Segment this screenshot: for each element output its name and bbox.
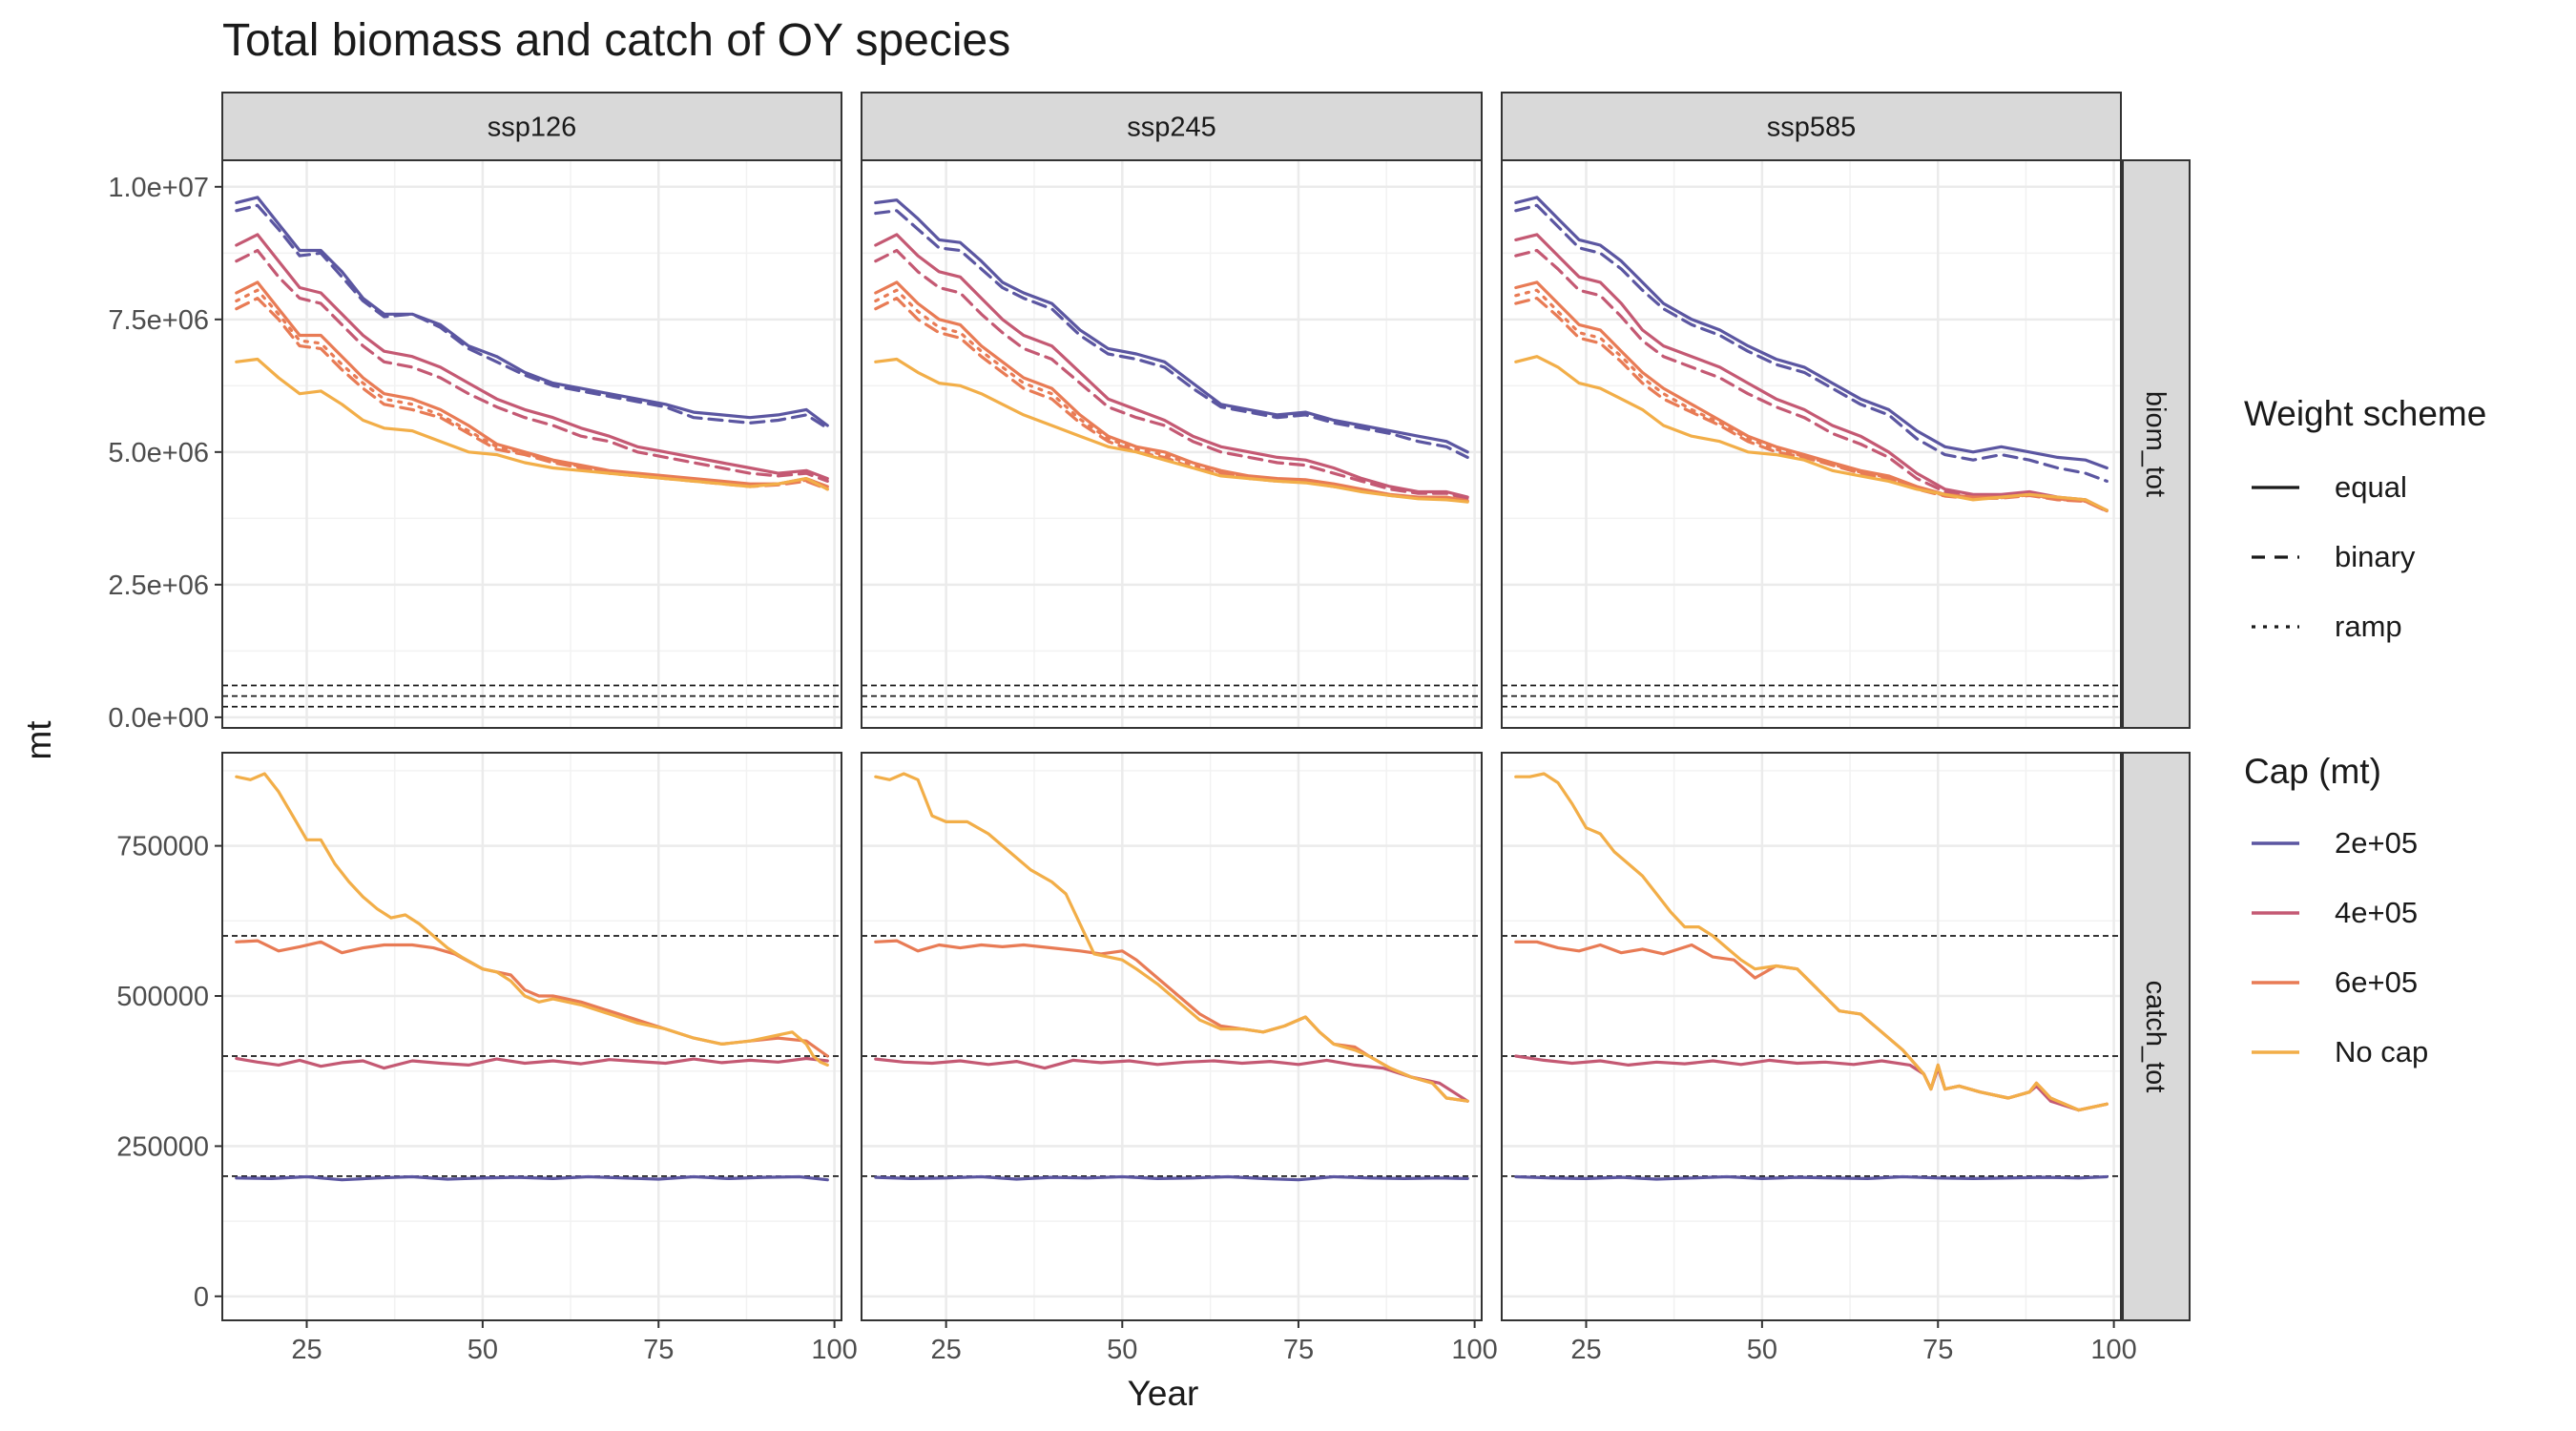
panel-ssp126-catch_tot: 0 250000 500000 750000 25 50 75 100 — [116, 752, 858, 1365]
facet-strip-biom_tot: biom_tot — [2122, 159, 2191, 729]
x-tick-label: 25 — [1570, 1335, 1601, 1365]
series-line-4e-05-equal — [235, 233, 829, 481]
y-tick-label: 750000 — [116, 832, 209, 862]
x-tick-label: 100 — [811, 1335, 857, 1365]
series-line-4e-05-binary — [235, 248, 829, 483]
panel-background — [862, 160, 1482, 728]
series-line-2e-05-binary — [874, 209, 1469, 459]
legend: Weight scheme equal binary ramp Cap (mt) 2e+0… — [2244, 394, 2486, 1068]
x-tick-label: 100 — [2090, 1335, 2136, 1365]
facet-strip-label: ssp126 — [488, 113, 577, 143]
series-line-2e-05-equal — [874, 1174, 1469, 1182]
legend-label-cap: No cap — [2335, 1035, 2428, 1068]
series-line-2e-05-binary — [235, 203, 829, 430]
y-tick-label: 500000 — [116, 982, 209, 1012]
panel-background — [1502, 160, 2121, 728]
series-line-2e-05-equal — [1514, 196, 2109, 470]
y-axis-label: mt — [19, 720, 58, 760]
series-line-4e-05-binary — [1514, 248, 2109, 513]
legend-label-equal: equal — [2335, 470, 2407, 504]
series-line-6e-05-ramp — [235, 288, 829, 490]
series-line-2e-05-equal — [235, 1174, 829, 1182]
y-tick-label: 250000 — [116, 1131, 209, 1162]
legend-title-cap: Cap (mt) — [2244, 752, 2381, 791]
panel-background — [222, 753, 841, 1320]
x-tick-label: 50 — [1747, 1335, 1777, 1365]
panel-ssp245-catch_tot: 25 50 75 100 — [861, 752, 1498, 1365]
series-line-no-cap-equal — [235, 357, 829, 491]
series-line-6e-05-ramp — [1514, 288, 2109, 513]
series-line-4e-05-equal — [874, 233, 1469, 499]
series-line-no-cap-equal — [874, 772, 1469, 1103]
legend-label-cap: 2e+05 — [2335, 826, 2418, 860]
series-line-6e-05-equal — [235, 280, 829, 488]
panel-ssp585-catch_tot: 25 50 75 100 catch_tot — [1501, 752, 2191, 1365]
panel-ssp126-biom_tot: 0.0e+00 2.5e+06 5.0e+06 7.5e+06 1.0e+07 ssp12… — [108, 92, 842, 734]
facet-strip-label: catch_tot — [2140, 981, 2171, 1093]
y-tick-label: 7.5e+06 — [108, 305, 209, 336]
legend-label-cap: 6e+05 — [2335, 965, 2418, 999]
legend-label-ramp: ramp — [2335, 610, 2402, 643]
y-tick-label: 1.0e+07 — [108, 173, 209, 203]
panel-background — [222, 160, 841, 728]
x-tick-label: 50 — [1107, 1335, 1137, 1365]
series-line-2e-05-equal — [235, 196, 829, 427]
series-line-no-cap-equal — [1514, 355, 2109, 512]
x-tick-label: 75 — [1922, 1335, 1953, 1365]
series-line-no-cap-equal — [1514, 772, 2109, 1112]
x-tick-label: 100 — [1451, 1335, 1497, 1365]
legend-label-binary: binary — [2335, 540, 2416, 573]
facet-strip-label: biom_tot — [2140, 391, 2171, 497]
x-tick-label: 75 — [1283, 1335, 1314, 1365]
x-tick-label: 25 — [931, 1335, 962, 1365]
facet-strip-background — [1501, 92, 2122, 161]
series-line-4e-05-equal — [874, 1057, 1469, 1103]
chart-title: Total biomass and catch of OY species — [222, 15, 1010, 66]
y-tick-label: 0.0e+00 — [108, 703, 209, 734]
x-tick-label: 75 — [643, 1335, 674, 1365]
series-line-2e-05-equal — [1514, 1174, 2109, 1181]
panel-ssp245-biom_tot: ssp245 — [861, 92, 1483, 729]
series-line-4e-05-binary — [874, 248, 1469, 501]
facet-strip-ssp585: ssp585 — [1501, 92, 2122, 161]
panel-border — [221, 752, 842, 1321]
facet-panels: 0.0e+00 2.5e+06 5.0e+06 7.5e+06 1.0e+07 ssp12… — [108, 92, 2191, 1365]
panel-background — [862, 753, 1482, 1320]
series-line-no-cap-equal — [235, 772, 829, 1067]
series-line-2e-05-binary — [1514, 203, 2109, 483]
series-line-4e-05-equal — [235, 1056, 829, 1070]
panel-border — [1501, 752, 2122, 1321]
facet-strip-background — [2122, 752, 2191, 1321]
facet-strip-ssp245: ssp245 — [861, 92, 1483, 161]
y-tick-label: 0 — [194, 1282, 209, 1313]
panel-border — [861, 752, 1483, 1321]
y-tick-label: 5.0e+06 — [108, 438, 209, 468]
facet-strip-background — [221, 92, 842, 161]
facet-strip-background — [861, 92, 1483, 161]
series-line-2e-05-equal — [874, 198, 1469, 454]
facet-strip-catch_tot: catch_tot — [2122, 752, 2191, 1321]
x-tick-label: 50 — [467, 1335, 498, 1365]
facet-strip-label: ssp585 — [1767, 113, 1857, 143]
facet-strip-label: ssp245 — [1127, 113, 1216, 143]
legend-label-cap: 4e+05 — [2335, 896, 2418, 929]
panel-ssp585-biom_tot: ssp585 biom_tot — [1501, 92, 2191, 729]
series-line-6e-05-ramp — [874, 288, 1469, 504]
x-tick-label: 25 — [291, 1335, 322, 1365]
y-tick-label: 2.5e+06 — [108, 570, 209, 601]
facet-strip-background — [2122, 159, 2191, 729]
series-line-no-cap-equal — [874, 357, 1469, 504]
x-axis-label: Year — [1128, 1374, 1199, 1413]
legend-title-weight: Weight scheme — [2244, 394, 2486, 433]
panel-background — [1502, 753, 2121, 1320]
series-line-4e-05-equal — [1514, 233, 2109, 512]
facet-strip-ssp126: ssp126 — [221, 92, 842, 161]
